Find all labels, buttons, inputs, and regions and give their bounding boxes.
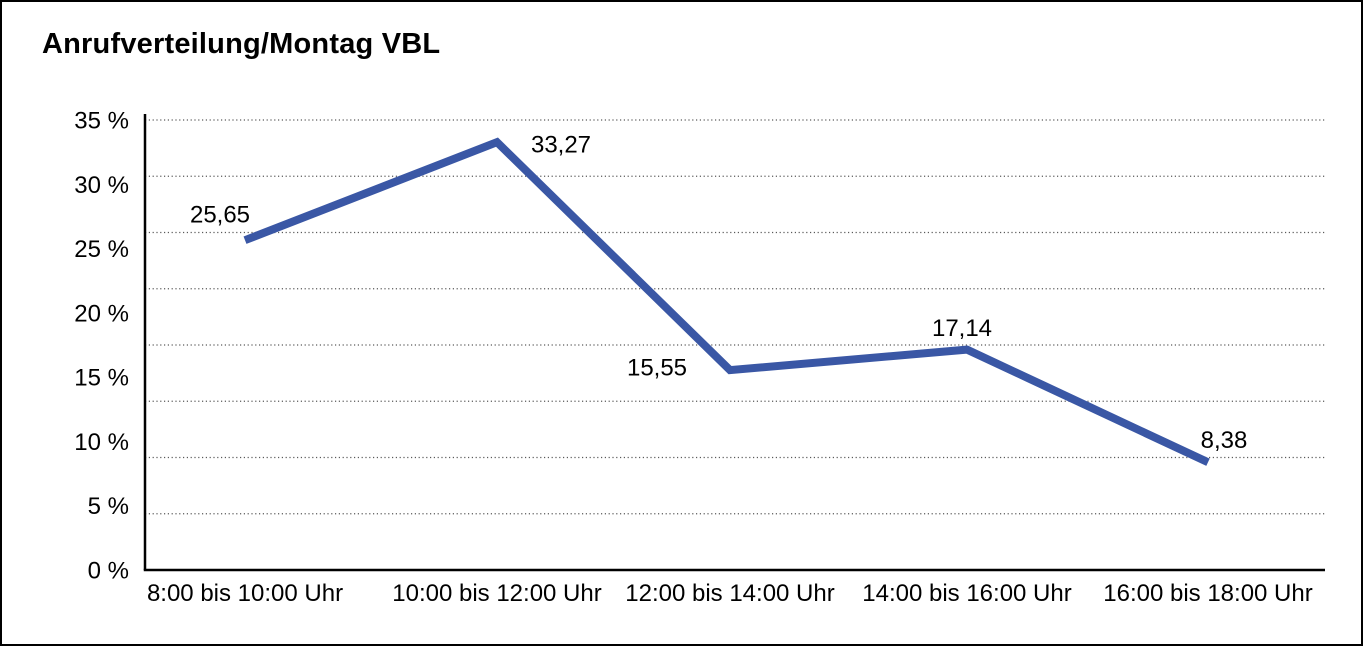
x-axis-category-label: 8:00 bis 10:00 Uhr: [147, 580, 343, 607]
series-line: [243, 137, 1210, 466]
x-axis-category-label: 14:00 bis 16:00 Uhr: [862, 580, 1071, 607]
data-point-label: 25,65: [190, 202, 250, 229]
data-point-label: 17,14: [932, 315, 992, 342]
y-axis-tick-label: 35 %: [74, 108, 129, 135]
data-point-label: 15,55: [627, 355, 687, 382]
data-point-label: 8,38: [1201, 427, 1248, 454]
chart-title: Anrufverteilung/Montag VBL: [42, 28, 441, 60]
x-axis-category-label: 12:00 bis 14:00 Uhr: [625, 580, 834, 607]
data-point-label: 33,27: [531, 132, 591, 159]
y-axis-tick-label: 20 %: [74, 300, 129, 327]
y-axis-tick-label: 30 %: [74, 172, 129, 199]
y-axis-tick-label: 0 %: [88, 558, 129, 585]
y-axis-tick-label: 10 %: [74, 429, 129, 456]
x-axis-category-label: 16:00 bis 18:00 Uhr: [1103, 580, 1312, 607]
y-axis-tick-label: 5 %: [88, 493, 129, 520]
x-axis-category-label: 10:00 bis 12:00 Uhr: [392, 580, 601, 607]
y-axis-tick-label: 25 %: [74, 236, 129, 263]
y-axis-tick-label: 15 %: [74, 365, 129, 392]
